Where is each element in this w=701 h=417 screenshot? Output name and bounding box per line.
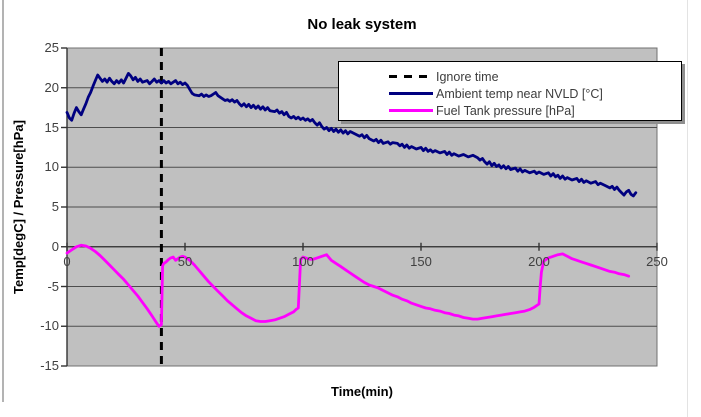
chart-title: No leak system [307, 16, 417, 33]
x-tick-label: 150 [410, 253, 432, 269]
solid-line-icon [389, 92, 433, 95]
x-tick-label: 100 [292, 253, 314, 269]
y-tick-label: -5 [47, 278, 59, 294]
x-tick-label: 200 [528, 253, 550, 269]
y-tick-label: 20 [44, 79, 59, 95]
y-tick-label: 10 [44, 159, 59, 175]
legend: Ignore time Ambient temp near NVLD [°C] … [338, 61, 682, 121]
dashed-line-icon [389, 75, 433, 78]
x-axis-title: Time(min) [331, 384, 393, 399]
legend-entry-fuel-pressure: Fuel Tank pressure [hPa] [389, 102, 681, 119]
y-tick-label: 5 [51, 199, 59, 214]
window-border-left [2, 0, 4, 402]
y-tick-label: -15 [40, 358, 59, 373]
solid-line-icon [389, 109, 433, 112]
legend-label: Ambient temp near NVLD [°C] [436, 86, 603, 101]
series-line-0 [65, 72, 638, 198]
y-tick-label: -10 [40, 318, 59, 334]
window-border-right [687, 0, 688, 417]
y-tick-label: 0 [51, 238, 59, 254]
y-tick-label: 25 [44, 40, 59, 55]
series-line-1 [65, 243, 631, 328]
x-tick-label: 0 [63, 253, 71, 269]
y-axis-title: Temp[degC] / Pressure[hPa] [11, 120, 26, 294]
y-tick-label: 15 [44, 119, 59, 135]
legend-entry-ignore-time: Ignore time [389, 68, 681, 85]
x-tick-label: 250 [646, 253, 668, 269]
legend-label: Ignore time [436, 69, 499, 84]
legend-entry-ambient-temp: Ambient temp near NVLD [°C] [389, 85, 681, 102]
x-tick-label: 50 [177, 253, 193, 269]
legend-label: Fuel Tank pressure [hPa] [436, 103, 575, 118]
